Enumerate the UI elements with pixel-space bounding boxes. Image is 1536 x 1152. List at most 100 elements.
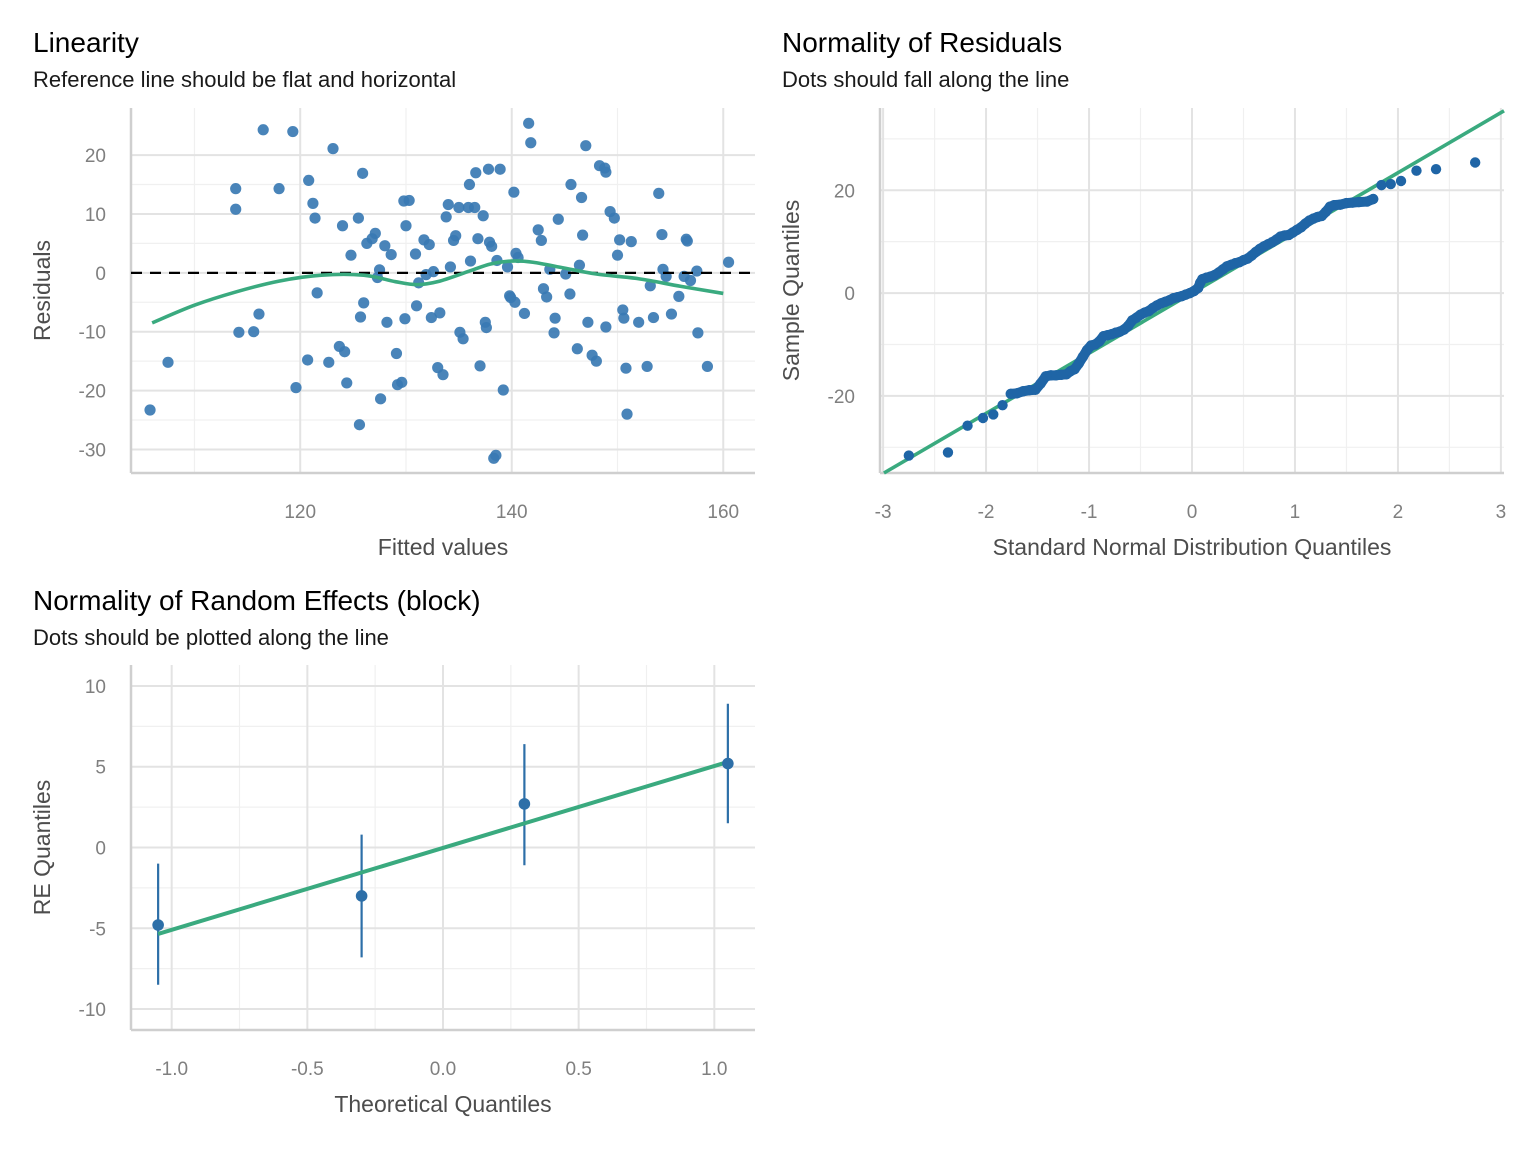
residual-point <box>575 191 588 204</box>
residual-point <box>434 307 446 319</box>
x-tick-label: 1.0 <box>701 1059 727 1080</box>
x-tick-label: 0.5 <box>565 1059 591 1080</box>
residual-point <box>463 178 476 191</box>
linearity-title: Linearity <box>33 27 139 58</box>
residual-point <box>470 167 482 179</box>
qq-point <box>942 447 954 458</box>
qq-residuals-subtitle: Dots should fall along the line <box>782 67 1070 92</box>
residual-point <box>396 376 408 388</box>
residual-point <box>656 228 668 241</box>
residual-point <box>681 235 693 247</box>
x-axis-label: Standard Normal Distribution Quantiles <box>993 534 1392 560</box>
residual-point <box>494 163 506 175</box>
residual-point <box>590 355 602 367</box>
y-tick-label: -30 <box>79 440 106 461</box>
residual-point <box>582 316 594 328</box>
residual-point <box>450 230 462 242</box>
x-axis-label: Theoretical Quantiles <box>334 1091 551 1117</box>
residual-point <box>474 360 486 372</box>
residual-point <box>453 201 465 214</box>
residual-point <box>233 326 245 338</box>
x-tick-label: 160 <box>707 502 739 523</box>
residual-point <box>357 167 369 179</box>
residual-point <box>525 137 537 149</box>
residual-point <box>577 229 589 241</box>
residual-point <box>358 297 370 309</box>
residual-point <box>410 300 423 312</box>
residual-point <box>144 404 156 416</box>
qq-point <box>1411 165 1422 176</box>
x-tick-label: -0.5 <box>291 1059 324 1080</box>
residual-point <box>552 213 564 225</box>
residual-point <box>440 211 452 223</box>
residual-point <box>290 382 302 394</box>
residual-point <box>464 255 477 267</box>
residual-point <box>625 236 637 248</box>
residual-point <box>665 308 678 320</box>
residual-point <box>509 296 521 308</box>
residual-point <box>486 240 498 252</box>
residual-point <box>403 194 415 207</box>
residual-point <box>427 266 440 278</box>
qq-point <box>997 399 1008 411</box>
residual-point <box>691 265 703 277</box>
re-point <box>355 890 368 902</box>
residual-point <box>480 321 492 334</box>
residual-point <box>618 312 630 324</box>
residual-point <box>230 183 242 195</box>
loess-smooth-line <box>151 259 724 325</box>
random-effects-subtitle: Dots should be plotted along the line <box>33 625 389 650</box>
residual-point <box>560 268 572 280</box>
qq-point <box>1469 157 1481 168</box>
y-axis-label: Sample Quantiles <box>778 200 804 382</box>
residual-point <box>501 261 514 273</box>
re-point <box>722 757 734 770</box>
qq-point <box>988 409 999 420</box>
residual-point <box>541 291 553 303</box>
residual-point <box>375 393 387 405</box>
residual-point <box>309 212 321 224</box>
re-reference-line <box>157 759 729 936</box>
y-tick-label: -20 <box>828 387 855 408</box>
residual-point <box>620 362 632 374</box>
residual-point <box>523 117 535 129</box>
qq-point <box>1376 179 1387 191</box>
qq-point <box>1430 163 1442 175</box>
residual-point <box>611 249 624 261</box>
re-point <box>152 919 164 931</box>
residual-point <box>457 333 469 345</box>
x-tick-label: 2 <box>1393 502 1404 523</box>
residual-point <box>641 360 653 373</box>
residual-point <box>549 312 561 324</box>
y-tick-label: -5 <box>89 919 106 940</box>
random-effects-panel: -1.0 -0.5 0.0 0.5 1.0 -10 -5 0 5 10 Theoretical Qu… <box>29 665 755 1117</box>
residual-point <box>339 346 351 358</box>
y-tick-label: -10 <box>79 323 106 344</box>
residual-point <box>353 419 366 431</box>
residual-point <box>722 256 735 268</box>
y-tick-label: 20 <box>834 181 855 202</box>
x-tick-label: -3 <box>875 502 892 523</box>
residual-point <box>608 212 620 224</box>
residual-point <box>379 240 391 252</box>
residual-point <box>423 238 435 251</box>
residual-point <box>323 356 335 368</box>
residual-point <box>477 210 489 222</box>
qq-point <box>903 450 915 461</box>
y-tick-label: 10 <box>85 205 106 226</box>
residual-point <box>482 163 495 175</box>
residual-point <box>617 304 629 316</box>
residual-point <box>692 327 704 339</box>
residual-point <box>327 143 339 155</box>
residual-point <box>600 321 612 333</box>
residual-point <box>303 174 315 187</box>
residual-point <box>369 227 381 239</box>
residual-point <box>497 384 509 396</box>
residual-point <box>647 311 660 324</box>
y-axis-label: Residuals <box>29 240 55 341</box>
qq-point <box>977 412 989 424</box>
residual-point <box>571 343 583 355</box>
residual-point <box>248 326 260 338</box>
residual-point <box>532 224 544 236</box>
